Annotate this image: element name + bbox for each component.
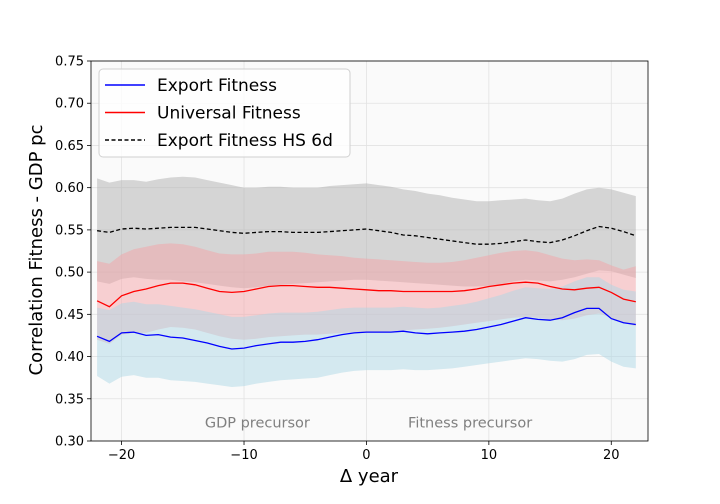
annotations: GDP precursor Fitness precursor (205, 415, 532, 431)
y-tick-label: 0.65 (55, 139, 84, 154)
x-tick-label: 0 (362, 448, 370, 463)
legend-box (98, 68, 351, 158)
plot-frame (90, 60, 649, 442)
legend-label: Export Fitness (157, 76, 277, 96)
y-tick-label: 0.40 (55, 350, 84, 365)
y-tick-label: 0.30 (55, 435, 84, 450)
y-axis-label: Correlation Fitness - GDP pc (26, 125, 47, 376)
legend-label: Export Fitness HS 6d (157, 131, 333, 151)
fitness-precursor-annotation: Fitness precursor (408, 415, 532, 431)
universal-fitness-line (96, 281, 636, 308)
confidence-bands (97, 176, 636, 387)
x-tick-label: 10 (481, 448, 498, 463)
series-lines (96, 225, 637, 350)
export-fitness-line (96, 307, 636, 350)
y-tick-label: 0.50 (55, 266, 84, 281)
y-tick-label: 0.35 (55, 392, 84, 407)
y-tick-label: 0.55 (55, 223, 84, 238)
legend-label: Universal Fitness (157, 104, 301, 124)
x-tick-label: 20 (603, 448, 620, 463)
x-tick-label: −10 (230, 448, 257, 463)
x-tick-label: −20 (108, 448, 135, 463)
export-fitness-hs-6d-line (97, 225, 637, 245)
y-axis-ticks: 0.30 0.35 0.40 0.45 0.50 0.55 0.60 0.65 0.70 0.75 (55, 55, 91, 450)
x-axis-label: Δ year (340, 466, 399, 487)
y-tick-label: 0.45 (55, 308, 84, 323)
gdp-precursor-annotation: GDP precursor (205, 415, 310, 431)
x-axis-ticks: −20 −10 0 10 20 (108, 441, 620, 463)
y-tick-label: 0.70 (55, 97, 84, 112)
y-tick-label: 0.75 (55, 55, 84, 70)
y-tick-label: 0.60 (55, 181, 84, 196)
legend: Export Fitness Universal Fitness Export Fi… (98, 68, 351, 158)
